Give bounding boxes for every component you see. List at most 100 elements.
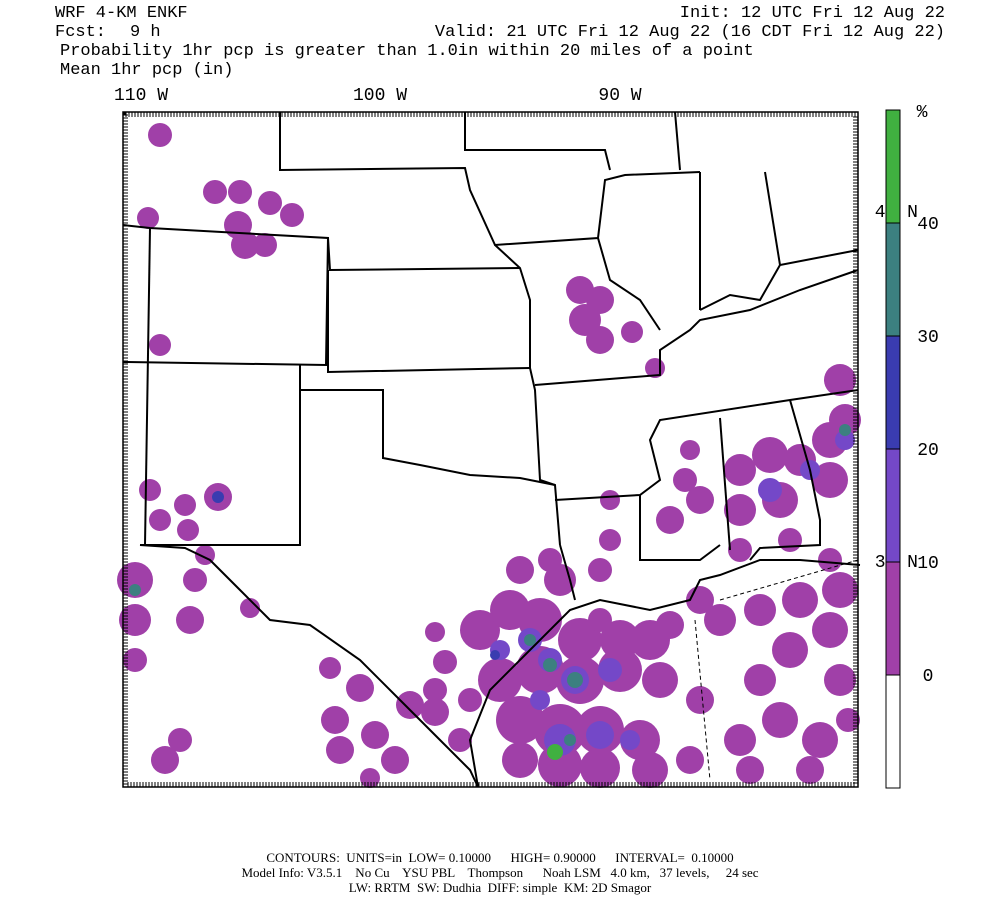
precip-blob <box>177 519 199 541</box>
init-time: Init: 12 UTC Fri 12 Aug 22 <box>679 4 945 23</box>
precip-blob <box>212 491 224 503</box>
model-name: WRF 4-KM ENKF <box>55 4 188 23</box>
precip-blob <box>744 664 776 696</box>
precip-blob <box>835 430 855 450</box>
precip-blob <box>600 620 640 660</box>
precip-blob <box>176 606 204 634</box>
precip-blob <box>567 672 583 688</box>
precip-blob <box>228 180 252 204</box>
precip-blob <box>758 478 782 502</box>
colorbar-band <box>886 562 900 675</box>
precip-blob <box>139 479 161 501</box>
precip-blob <box>421 698 449 726</box>
colorbar-tick-label: 10 <box>917 554 939 574</box>
frame-ticks <box>123 112 858 787</box>
precip-blob <box>346 674 374 702</box>
precip-blob <box>812 462 848 498</box>
precip-blob <box>280 203 304 227</box>
precip-blob <box>433 650 457 674</box>
colorbar-band <box>886 675 900 788</box>
precip-blob <box>724 454 756 486</box>
colorbar-tick-label: 20 <box>917 441 939 461</box>
precip-blob <box>148 123 172 147</box>
precip-blob <box>174 494 196 516</box>
precip-blob <box>258 191 282 215</box>
precip-blob <box>580 748 620 788</box>
boundaries <box>122 111 861 788</box>
precip-blob <box>253 233 277 257</box>
precip-blob <box>460 610 500 650</box>
precip-blob <box>564 734 576 746</box>
precip-blob <box>588 608 612 632</box>
fcst-label: Fcst: <box>55 23 107 42</box>
precip-blob <box>547 744 563 760</box>
precip-blob <box>129 584 141 596</box>
precip-blob <box>530 690 550 710</box>
colorbar-unit: % <box>917 103 928 123</box>
precip-blob <box>425 622 445 642</box>
precip-blob <box>680 440 700 460</box>
precip-blob <box>704 604 736 636</box>
precip-blob <box>598 658 622 682</box>
precip-blob <box>203 180 227 204</box>
precip-blob <box>686 686 714 714</box>
footer-physics: LW: RRTM SW: Dudhia DIFF: simple KM: 2D … <box>348 880 652 895</box>
precip-blob <box>326 736 354 764</box>
precip-blob <box>599 529 621 551</box>
precip-blob <box>621 321 643 343</box>
precip-blob <box>620 730 640 750</box>
precip-blob <box>149 509 171 531</box>
precip-blob <box>782 582 818 618</box>
lon-label: 110 W <box>114 86 168 106</box>
precip-blob <box>812 612 848 648</box>
overlay-title: Mean 1hr pcp (in) <box>60 61 234 80</box>
precip-blob <box>824 364 856 396</box>
precip-blob <box>822 572 858 608</box>
fcst-value: 9 h <box>130 23 161 42</box>
precip-blob <box>724 724 756 756</box>
precip-blob <box>642 662 678 698</box>
colorbar-tick-label: 40 <box>917 215 939 235</box>
precip-blob <box>240 598 260 618</box>
precip-blob <box>762 702 798 738</box>
precip-blob <box>728 538 752 562</box>
precip-blob <box>796 756 824 784</box>
precip-blob <box>396 691 424 719</box>
precip-blob <box>183 568 207 592</box>
precip-blob <box>802 722 838 758</box>
precip-blob <box>586 721 614 749</box>
colorbar-band <box>886 110 900 223</box>
precip-blob <box>502 742 538 778</box>
valid-time: Valid: 21 UTC Fri 12 Aug 22 (16 CDT Fri … <box>434 23 945 42</box>
precip-blob <box>673 468 697 492</box>
precip-blob <box>496 696 544 744</box>
colorbar: 0 10 20 30 40 <box>885 109 939 789</box>
precip-blob <box>137 207 159 229</box>
precip-blob <box>321 706 349 734</box>
lon-label: 90 W <box>598 86 641 106</box>
precip-blob <box>490 650 500 660</box>
colorbar-band <box>886 223 900 336</box>
precip-blob <box>168 728 192 752</box>
footer-contours: CONTOURS: UNITS=in LOW= 0.10000 HIGH= 0.… <box>266 850 734 865</box>
precip-blob <box>778 528 802 552</box>
precip-blob <box>676 746 704 774</box>
precip-blob <box>151 746 179 774</box>
precip-blob <box>448 728 472 752</box>
precip-blob <box>586 326 614 354</box>
precip-blob <box>381 746 409 774</box>
precip-blob <box>632 752 668 788</box>
precip-blob <box>736 756 764 784</box>
precip-blob <box>524 634 536 646</box>
precip-blob <box>724 494 756 526</box>
precip-blob <box>423 678 447 702</box>
precip-blob <box>824 664 856 696</box>
precip-blob <box>686 486 714 514</box>
field-title: Probability 1hr pcp is greater than 1.0i… <box>60 42 754 61</box>
colorbar-tick-label: 0 <box>923 667 934 687</box>
precip-blob <box>600 490 620 510</box>
precip-blob <box>123 648 147 672</box>
precip-blob <box>319 657 341 679</box>
